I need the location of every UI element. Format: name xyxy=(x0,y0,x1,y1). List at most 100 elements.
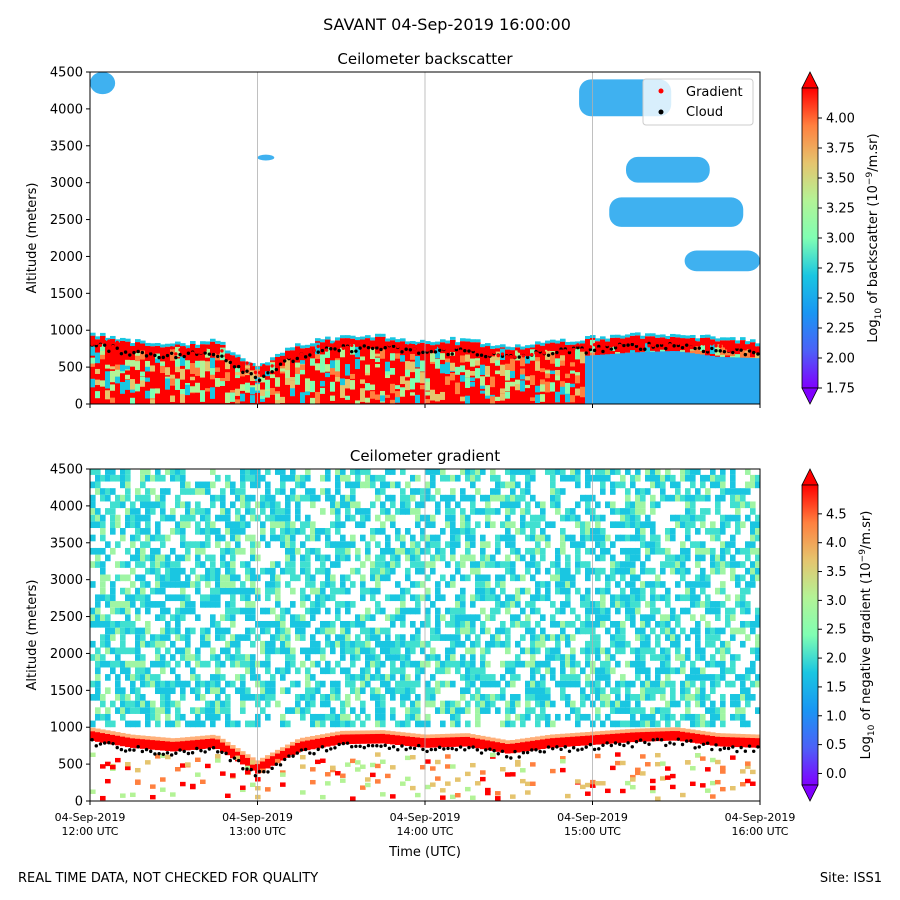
noise-cell xyxy=(425,574,431,582)
noise-cell xyxy=(635,508,641,515)
noise-cell xyxy=(240,680,246,688)
noise-cell xyxy=(440,474,446,482)
noise-cell xyxy=(270,521,276,529)
noise-cell xyxy=(685,521,691,529)
noise-cell xyxy=(270,607,276,615)
band-core xyxy=(605,734,611,744)
noise-cell xyxy=(385,534,391,542)
cloud-point xyxy=(467,745,471,750)
noise-cell xyxy=(585,534,591,542)
gradient-point xyxy=(396,344,400,349)
noise-cell xyxy=(355,713,361,721)
noise-cell xyxy=(475,581,481,588)
noise-cell xyxy=(700,654,706,661)
noise-cell xyxy=(335,474,341,482)
noise-cell xyxy=(520,647,526,655)
aerosol-texture xyxy=(415,373,421,383)
noise-cell xyxy=(740,674,746,681)
noise-cell xyxy=(340,667,346,675)
aerosol-texture xyxy=(515,379,521,385)
low-feature xyxy=(355,767,361,772)
noise-cell xyxy=(685,713,691,721)
noise-cell xyxy=(150,587,156,595)
aerosol-cell xyxy=(450,339,456,404)
noise-cell xyxy=(535,694,541,701)
aerosol-texture xyxy=(110,384,116,391)
layer-edge xyxy=(740,337,746,341)
noise-cell xyxy=(90,694,96,701)
aerosol-texture xyxy=(430,389,436,401)
noise-cell xyxy=(90,534,96,542)
gradient-point xyxy=(241,364,245,368)
noise-cell xyxy=(145,707,151,714)
noise-cell xyxy=(580,627,586,635)
aerosol-texture xyxy=(240,393,246,402)
noise-cell xyxy=(180,554,186,562)
y-tick-label: 2000 xyxy=(50,250,83,265)
noise-cell xyxy=(495,634,501,641)
noise-cell xyxy=(735,574,741,582)
noise-cell xyxy=(435,508,441,515)
noise-cell xyxy=(370,634,376,641)
noise-cell xyxy=(110,547,116,555)
aerosol-texture xyxy=(445,376,451,385)
noise-cell xyxy=(225,627,231,635)
noise-cell xyxy=(260,528,266,535)
band-core xyxy=(450,737,456,747)
noise-cell xyxy=(720,667,726,675)
noise-cell xyxy=(290,567,296,575)
noise-cell xyxy=(565,620,571,628)
noise-cell xyxy=(265,567,271,575)
noise-cell xyxy=(575,614,581,621)
low-aerosol-cell xyxy=(650,351,656,404)
aerosol-texture xyxy=(90,378,96,388)
noise-cell xyxy=(335,547,341,555)
low-aerosol-cell xyxy=(615,353,621,404)
y-tick-label: 1000 xyxy=(50,324,83,339)
noise-cell xyxy=(530,694,536,701)
noise-cell xyxy=(560,607,566,615)
aerosol-texture xyxy=(285,378,291,385)
noise-cell xyxy=(220,501,226,509)
noise-cell xyxy=(545,469,551,475)
noise-cell xyxy=(610,720,616,728)
noise-cell xyxy=(555,488,561,495)
noise-cell xyxy=(505,700,511,708)
noise-cell xyxy=(615,680,621,688)
band-core xyxy=(485,740,491,751)
noise-cell xyxy=(345,667,351,675)
noise-cell xyxy=(690,674,696,681)
noise-cell xyxy=(90,514,96,522)
aerosol-texture xyxy=(390,367,396,375)
noise-cell xyxy=(385,594,391,602)
noise-cell xyxy=(755,707,760,714)
noise-cell xyxy=(505,554,511,562)
noise-cell xyxy=(505,601,511,608)
noise-cell xyxy=(230,501,236,509)
noise-cell xyxy=(560,488,566,495)
noise-cell xyxy=(105,494,111,502)
noise-cell xyxy=(320,554,326,562)
noise-cell xyxy=(735,488,741,495)
noise-cell xyxy=(380,720,386,728)
cloud-point xyxy=(362,745,366,750)
noise-cell xyxy=(145,488,151,495)
noise-cell xyxy=(200,660,206,668)
noise-cell xyxy=(560,634,566,641)
noise-cell xyxy=(165,567,171,575)
aerosol-texture xyxy=(125,379,131,390)
band-halo xyxy=(290,741,296,748)
cloud-point xyxy=(270,766,274,771)
noise-cell xyxy=(410,494,416,502)
noise-cell xyxy=(260,647,266,655)
noise-cell xyxy=(220,647,226,655)
noise-cell xyxy=(95,687,101,695)
layer-edge xyxy=(345,335,351,339)
noise-cell xyxy=(395,481,401,489)
gradient-point xyxy=(693,340,697,344)
noise-cell xyxy=(250,667,256,675)
noise-cell xyxy=(165,647,171,655)
band-core xyxy=(415,737,421,748)
noise-cell xyxy=(685,680,691,688)
gradient-point xyxy=(119,346,124,350)
